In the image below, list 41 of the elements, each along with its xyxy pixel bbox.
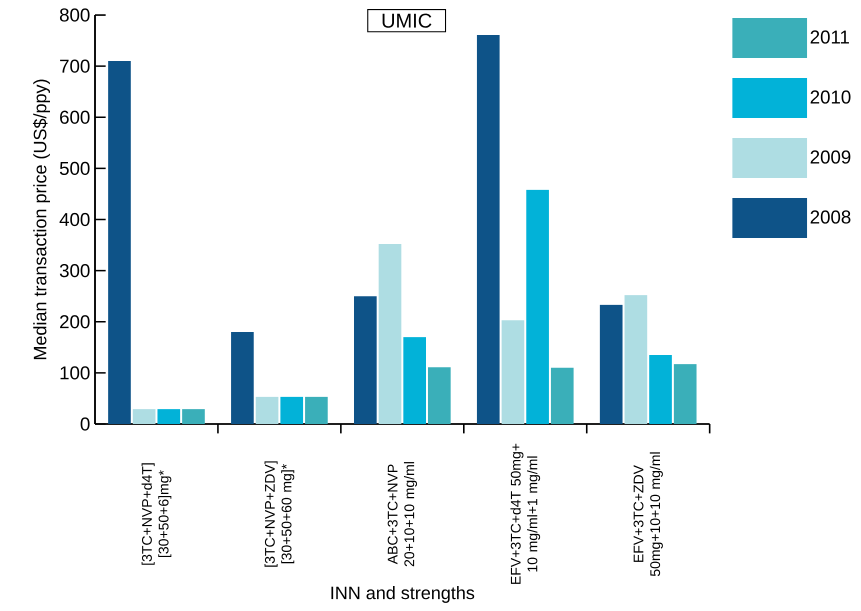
bar [231,332,254,424]
x-tick-label: EFV+3TC+ZDV 50mg+10+10 mg/ml [634,452,663,576]
x-tick-label: ABC+3TC+NVP 20+10+10 mg/ml [388,462,418,566]
bar [526,190,549,424]
bar [600,304,623,424]
bar [280,396,304,424]
x-tick-label: [3TC+NVP+d4T] [30+50+6]mg* [142,463,172,565]
y-tick-label: 700 [60,60,90,73]
y-tick-label: 400 [60,212,90,226]
y-tick-label: 600 [60,110,90,124]
bar [157,409,180,424]
bar [354,296,377,424]
y-tick-label: 100 [60,366,90,380]
bar [378,244,402,424]
y-axis-title: Median transaction price (US$/ppy) [32,80,50,360]
bar [624,295,648,424]
x-axis-title: INN and strengths [331,586,474,603]
y-tick-label: 800 [60,8,90,22]
bar [428,367,451,424]
bar [502,320,524,424]
bar [649,354,672,424]
bar [403,337,426,424]
bar [674,364,697,424]
legend-label: 2008 [810,210,850,224]
bar [256,396,278,424]
legend-label: 2009 [810,150,850,164]
y-tick-label: 500 [60,162,90,175]
y-tick-label: 300 [60,264,90,278]
bar [550,368,574,424]
legend-label: 2011 [810,30,849,44]
bar [182,409,205,424]
bar [108,61,131,424]
x-tick-label: [3TC+NVP+ZDV] [30+50+60 mg]* [264,461,294,567]
bar [132,409,156,424]
bar [476,34,500,424]
y-tick-label: 200 [60,315,90,328]
y-tick-label: 0 [80,417,90,431]
bar [305,396,328,424]
legend-label: 2010 [810,90,851,104]
x-tick-label: EFV+3TC+d4T 50mg+ 10 mg/ml+1 mg/ml [510,444,540,584]
chart-title: UMIC [382,14,432,28]
